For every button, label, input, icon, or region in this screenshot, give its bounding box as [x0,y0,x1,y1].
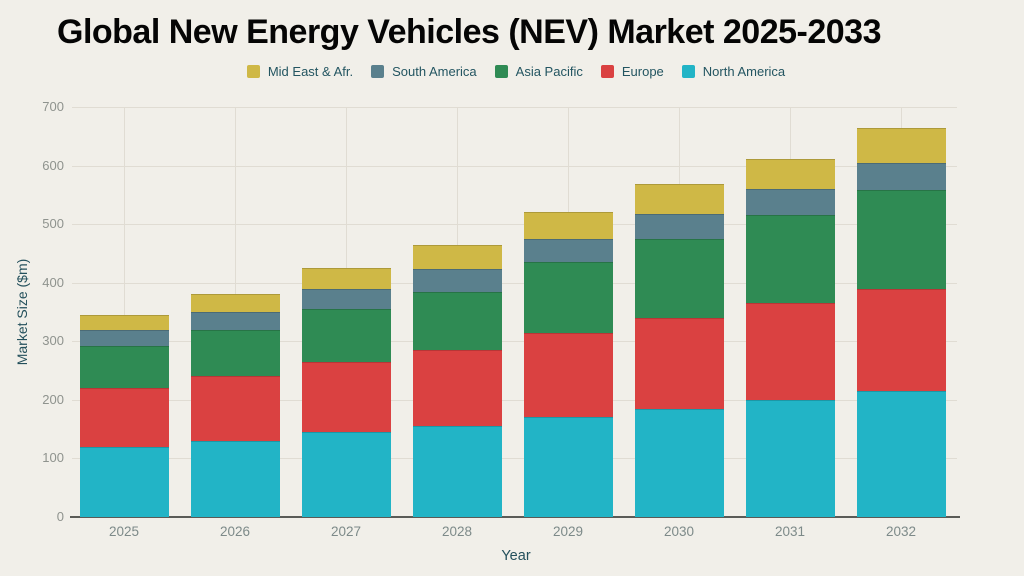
y-tick-label: 200 [42,391,64,407]
plot-area [72,107,957,517]
bar-segment-europe-2027[interactable] [301,361,391,433]
y-tick-label: 500 [42,216,64,232]
bar-segment-asia-pacific-2027[interactable] [301,309,391,362]
x-axis-title: Year [501,548,531,564]
bar-segment-mid-east-afr--2032[interactable] [856,127,946,163]
y-tick-label: 400 [42,274,64,290]
x-tick-label: 2031 [774,524,806,539]
bar-segment-europe-2025[interactable] [79,388,169,447]
bar-segment-asia-pacific-2031[interactable] [745,215,835,304]
legend-item-europe[interactable]: Europe [600,63,664,79]
legend-item-asia-pacific[interactable]: Asia Pacific [494,63,583,79]
x-tick-label: 2025 [108,524,140,539]
bar-segment-europe-2029[interactable] [523,332,613,418]
bar-segment-mid-east-afr--2025[interactable] [79,314,169,330]
bar-segment-south-america-2032[interactable] [856,162,946,191]
bar-segment-south-america-2028[interactable] [412,269,502,292]
gridline-horizontal [72,224,957,226]
gridline-vertical [124,107,125,517]
bar-segment-north-america-2030[interactable] [634,408,724,517]
bar-segment-north-america-2027[interactable] [301,432,391,517]
bar-segment-north-america-2032[interactable] [856,391,946,517]
bar-segment-north-america-2028[interactable] [412,426,502,517]
bar-segment-europe-2031[interactable] [745,303,835,400]
bar-segment-north-america-2026[interactable] [190,440,280,517]
x-tick-label: 2030 [663,524,695,539]
bar-2025 [79,314,169,517]
gridline-horizontal [72,282,957,284]
legend-swatch-icon [246,64,260,78]
bar-2026 [190,294,280,517]
y-tick-label: 600 [42,157,64,173]
y-tick-label: 0 [56,509,64,524]
legend: Mid East & Afr. South America Asia Pacific… [75,62,957,80]
bar-segment-asia-pacific-2025[interactable] [79,346,169,389]
gridline-horizontal [72,458,957,460]
bar-segment-mid-east-afr--2028[interactable] [412,244,502,270]
legend-swatch-icon [371,64,385,78]
legend-label: Europe [621,63,664,79]
bar-segment-south-america-2030[interactable] [634,214,724,239]
gridline-horizontal [72,165,957,167]
bar-segment-north-america-2025[interactable] [79,446,169,517]
x-axis-line [70,516,960,518]
bar-2028 [412,244,502,517]
bar-2031 [745,158,835,517]
gridline-horizontal [72,341,957,343]
bar-segment-north-america-2031[interactable] [745,399,835,517]
bar-segment-asia-pacific-2029[interactable] [523,262,613,333]
y-tick-label: 700 [42,99,64,114]
y-tick-label: 300 [42,333,64,349]
gridline-horizontal [72,107,957,108]
bar-segment-mid-east-afr--2031[interactable] [745,158,835,190]
legend-swatch-icon [600,64,614,78]
bar-segment-asia-pacific-2030[interactable] [634,238,724,318]
bar-segment-south-america-2026[interactable] [190,312,280,330]
x-tick-label: 2026 [219,524,251,539]
legend-label: Asia Pacific [515,63,583,79]
x-tick-label: 2032 [885,524,917,539]
x-tick-label: 2027 [330,524,362,539]
bar-segment-europe-2030[interactable] [634,317,724,409]
bar-segment-mid-east-afr--2029[interactable] [523,212,613,239]
legend-item-south-america[interactable]: South America [371,64,477,79]
bar-segment-south-america-2029[interactable] [523,238,613,263]
bar-2029 [523,212,613,517]
y-tick-label: 100 [42,450,64,466]
legend-label: South America [392,63,477,79]
bar-segment-europe-2032[interactable] [856,288,946,392]
bar-segment-mid-east-afr--2030[interactable] [634,183,724,215]
legend-item-mid-east-afr-[interactable]: Mid East & Afr. [246,63,354,79]
bar-2032 [856,127,946,517]
legend-swatch-icon [681,64,695,78]
bar-segment-north-america-2029[interactable] [523,417,613,517]
bar-2027 [301,268,391,517]
bar-segment-asia-pacific-2032[interactable] [856,190,946,289]
bar-segment-south-america-2027[interactable] [301,288,391,310]
legend-label: North America [702,63,786,79]
gridline-horizontal [72,399,957,401]
bar-segment-south-america-2031[interactable] [745,189,835,216]
bar-segment-asia-pacific-2026[interactable] [190,329,280,377]
bar-segment-europe-2026[interactable] [190,376,280,441]
bar-segment-mid-east-afr--2026[interactable] [190,294,280,313]
bar-segment-europe-2028[interactable] [412,350,502,427]
bar-segment-south-america-2025[interactable] [79,329,169,346]
bar-segment-asia-pacific-2028[interactable] [412,291,502,351]
legend-label: Mid East & Afr. [267,63,354,79]
x-tick-label: 2028 [441,524,473,539]
legend-item-north-america[interactable]: North America [681,63,786,79]
chart-title: Global New Energy Vehicles (NEV) Market … [57,13,882,51]
legend-swatch-icon [494,64,508,78]
bar-segment-mid-east-afr--2027[interactable] [301,268,391,289]
bar-2030 [634,183,724,517]
x-tick-label: 2029 [552,524,584,539]
